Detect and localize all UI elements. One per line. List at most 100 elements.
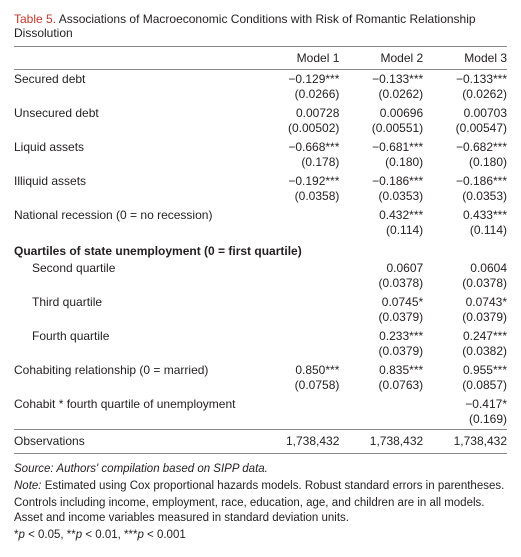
table-row-se: (0.169) bbox=[14, 412, 507, 430]
cell-coef: −0.681*** bbox=[339, 138, 423, 155]
obs-val: 1,738,432 bbox=[423, 430, 507, 454]
cell-se bbox=[256, 223, 340, 240]
cell-coef: 0.0745* bbox=[339, 293, 423, 310]
section-header-row: Quartiles of state unemployment (0 = fir… bbox=[14, 240, 507, 259]
row-label: Illiquid assets bbox=[14, 172, 256, 189]
table-row-se: (0.0266)(0.0262)(0.0262) bbox=[14, 87, 507, 104]
row-label: Secured debt bbox=[14, 70, 256, 88]
row-label: National recession (0 = no recession) bbox=[14, 206, 256, 223]
cell-se: (0.0262) bbox=[423, 87, 507, 104]
table-row: Liquid assets−0.668***−0.681***−0.682*** bbox=[14, 138, 507, 155]
cell-coef: −0.668*** bbox=[256, 138, 340, 155]
cell-se: (0.0353) bbox=[423, 189, 507, 206]
cell-coef: −0.133*** bbox=[423, 70, 507, 88]
table-row: Second quartile0.06070.0604 bbox=[14, 259, 507, 276]
table-row: Unsecured debt0.007280.006960.00703 bbox=[14, 104, 507, 121]
cell-se bbox=[256, 344, 340, 361]
observations-row: Observations 1,738,432 1,738,432 1,738,4… bbox=[14, 430, 507, 454]
row-label: Fourth quartile bbox=[14, 327, 256, 344]
col-header: Model 2 bbox=[339, 47, 423, 70]
cell-se: (0.00547) bbox=[423, 121, 507, 138]
row-label-blank bbox=[14, 310, 256, 327]
cell-se: (0.00502) bbox=[256, 121, 340, 138]
cell-se: (0.0353) bbox=[339, 189, 423, 206]
cell-se: (0.0758) bbox=[256, 378, 340, 395]
table-row-se: (0.0378)(0.0378) bbox=[14, 276, 507, 293]
obs-label: Observations bbox=[14, 430, 256, 454]
cell-se: (0.0379) bbox=[339, 344, 423, 361]
cell-coef bbox=[256, 293, 340, 310]
table-title: Table 5. Associations of Macroeconomic C… bbox=[14, 12, 507, 40]
cell-se: (0.114) bbox=[423, 223, 507, 240]
cell-se: (0.0262) bbox=[339, 87, 423, 104]
row-label-blank bbox=[14, 87, 256, 104]
table-number: Table 5. bbox=[14, 12, 56, 26]
cell-coef bbox=[256, 259, 340, 276]
table-row-se: (0.0379)(0.0379) bbox=[14, 310, 507, 327]
row-label-blank bbox=[14, 121, 256, 138]
row-label: Third quartile bbox=[14, 293, 256, 310]
header-row: Model 1 Model 2 Model 3 bbox=[14, 47, 507, 70]
row-label-blank bbox=[14, 155, 256, 172]
cell-coef: −0.133*** bbox=[339, 70, 423, 88]
cell-se: (0.180) bbox=[339, 155, 423, 172]
cell-coef: −0.186*** bbox=[423, 172, 507, 189]
header-blank bbox=[14, 47, 256, 70]
table-row-se: (0.178)(0.180)(0.180) bbox=[14, 155, 507, 172]
cell-coef: −0.186*** bbox=[339, 172, 423, 189]
cell-coef: −0.129*** bbox=[256, 70, 340, 88]
cell-coef: 0.00728 bbox=[256, 104, 340, 121]
cell-se: (0.178) bbox=[256, 155, 340, 172]
cell-se bbox=[256, 412, 340, 430]
table-title-text: Associations of Macroeconomic Conditions… bbox=[14, 12, 476, 40]
row-label: Second quartile bbox=[14, 259, 256, 276]
row-label: Liquid assets bbox=[14, 138, 256, 155]
row-label-blank bbox=[14, 223, 256, 240]
cell-coef: 0.432*** bbox=[339, 206, 423, 223]
table-row-se: (0.0358)(0.0353)(0.0353) bbox=[14, 189, 507, 206]
note-controls: Controls including income, employment, r… bbox=[14, 496, 507, 526]
cell-coef: 0.0607 bbox=[339, 259, 423, 276]
obs-val: 1,738,432 bbox=[339, 430, 423, 454]
cell-se bbox=[256, 310, 340, 327]
cell-coef: 0.850*** bbox=[256, 361, 340, 378]
col-header: Model 3 bbox=[423, 47, 507, 70]
row-label: Unsecured debt bbox=[14, 104, 256, 121]
row-label-blank bbox=[14, 378, 256, 395]
note-method: Note: Estimated using Cox proportional h… bbox=[14, 479, 507, 494]
row-label-blank bbox=[14, 189, 256, 206]
cell-coef: 0.00703 bbox=[423, 104, 507, 121]
cell-coef: 0.835*** bbox=[339, 361, 423, 378]
cell-se: (0.0378) bbox=[339, 276, 423, 293]
table-row-se: (0.0758)(0.0763)(0.0857) bbox=[14, 378, 507, 395]
cell-se: (0.00551) bbox=[339, 121, 423, 138]
table-row-se: (0.0379)(0.0382) bbox=[14, 344, 507, 361]
cell-coef: 0.433*** bbox=[423, 206, 507, 223]
row-label-blank bbox=[14, 344, 256, 361]
obs-val: 1,738,432 bbox=[256, 430, 340, 454]
cell-se: (0.0378) bbox=[423, 276, 507, 293]
cell-coef bbox=[256, 395, 340, 412]
table-row: National recession (0 = no recession) 0.4… bbox=[14, 206, 507, 223]
cell-coef: 0.955*** bbox=[423, 361, 507, 378]
cell-se: (0.0379) bbox=[423, 310, 507, 327]
table-row: Illiquid assets−0.192***−0.186***−0.186*… bbox=[14, 172, 507, 189]
table-notes: Source: Authors' compilation based on SI… bbox=[14, 462, 507, 543]
row-label-blank bbox=[14, 412, 256, 430]
cell-se: (0.0763) bbox=[339, 378, 423, 395]
section-header: Quartiles of state unemployment (0 = fir… bbox=[14, 240, 507, 259]
cell-coef bbox=[256, 327, 340, 344]
cell-se: (0.0358) bbox=[256, 189, 340, 206]
table-row: Cohabiting relationship (0 = married)0.8… bbox=[14, 361, 507, 378]
cell-se: (0.114) bbox=[339, 223, 423, 240]
cell-coef: −0.192*** bbox=[256, 172, 340, 189]
row-label-blank bbox=[14, 276, 256, 293]
table-row: Cohabit * fourth quartile of unemploymen… bbox=[14, 395, 507, 412]
cell-coef: 0.00696 bbox=[339, 104, 423, 121]
row-label: Cohabiting relationship (0 = married) bbox=[14, 361, 256, 378]
col-header: Model 1 bbox=[256, 47, 340, 70]
regression-table: Model 1 Model 2 Model 3 Secured debt−0.1… bbox=[14, 46, 507, 454]
cell-coef: 0.247*** bbox=[423, 327, 507, 344]
cell-coef: 0.233*** bbox=[339, 327, 423, 344]
table-row: Third quartile0.0745*0.0743* bbox=[14, 293, 507, 310]
